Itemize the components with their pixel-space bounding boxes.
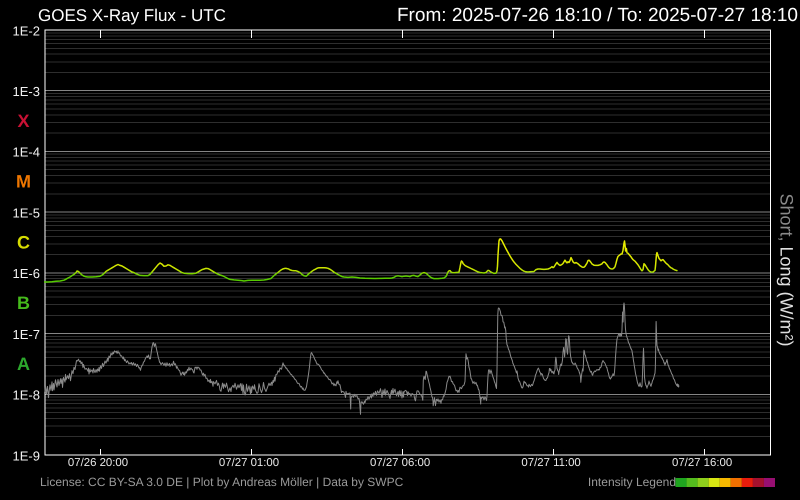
svg-text:07/26 20:00: 07/26 20:00 — [68, 457, 128, 469]
svg-text:1E-2: 1E-2 — [13, 23, 40, 38]
svg-text:X: X — [17, 111, 29, 131]
svg-text:A: A — [17, 354, 30, 374]
svg-text:07/27 16:00: 07/27 16:00 — [672, 457, 732, 469]
svg-text:1E-8: 1E-8 — [13, 388, 40, 403]
svg-text:C: C — [17, 233, 30, 253]
svg-text:1E-6: 1E-6 — [13, 266, 40, 281]
svg-text:07/27 06:00: 07/27 06:00 — [370, 457, 430, 469]
svg-text:GOES X-Ray Flux - UTC: GOES X-Ray Flux - UTC — [38, 6, 226, 25]
svg-text:1E-4: 1E-4 — [13, 145, 40, 160]
svg-text:1E-9: 1E-9 — [13, 448, 40, 463]
svg-text:07/27 01:00: 07/27 01:00 — [219, 457, 279, 469]
svg-text:1E-7: 1E-7 — [13, 327, 40, 342]
svg-text:Intensity Legend: Intensity Legend — [588, 475, 676, 489]
svg-text:07/27 11:00: 07/27 11:00 — [521, 457, 580, 469]
svg-text:1E-5: 1E-5 — [13, 205, 40, 220]
svg-text:Short, Long (W/m²): Short, Long (W/m²) — [777, 193, 797, 346]
svg-text:B: B — [17, 293, 30, 313]
svg-text:M: M — [16, 172, 31, 192]
svg-text:License: CC BY-SA 3.0 DE | Plo: License: CC BY-SA 3.0 DE | Plot by Andre… — [40, 475, 404, 489]
svg-text:1E-3: 1E-3 — [13, 84, 40, 99]
svg-text:From: 2025-07-26 18:10 / To:: From: 2025-07-26 18:10 / To: 2025-07-27 … — [397, 5, 798, 26]
